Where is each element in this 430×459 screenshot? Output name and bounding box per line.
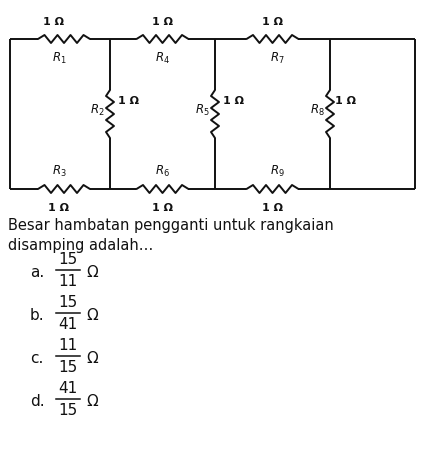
Text: 15: 15 <box>58 359 77 374</box>
Text: $R_6$: $R_6$ <box>155 163 169 179</box>
Text: 15: 15 <box>58 252 77 266</box>
Text: $R_9$: $R_9$ <box>270 163 284 179</box>
Text: 1 Ω: 1 Ω <box>261 202 283 213</box>
Text: $R_7$: $R_7$ <box>270 51 284 66</box>
Text: $R_4$: $R_4$ <box>155 51 169 66</box>
Text: $R_1$: $R_1$ <box>52 51 66 66</box>
Text: 1 Ω: 1 Ω <box>43 17 64 27</box>
Text: c.: c. <box>30 351 43 366</box>
Text: 11: 11 <box>58 337 77 352</box>
Text: $R_8$: $R_8$ <box>310 102 324 118</box>
Text: Ω: Ω <box>86 394 98 409</box>
Text: 15: 15 <box>58 294 77 309</box>
Text: 1 Ω: 1 Ω <box>261 17 283 27</box>
Text: 1 Ω: 1 Ω <box>49 202 69 213</box>
Text: 1 Ω: 1 Ω <box>152 202 172 213</box>
Text: 1 Ω: 1 Ω <box>152 17 172 27</box>
Text: Ω: Ω <box>86 265 98 280</box>
Text: Besar hambatan pengganti untuk rangkaian: Besar hambatan pengganti untuk rangkaian <box>8 218 333 233</box>
Text: d.: d. <box>30 394 45 409</box>
Text: 41: 41 <box>58 380 77 395</box>
Text: $R_2$: $R_2$ <box>90 102 105 118</box>
Text: Ω: Ω <box>86 351 98 366</box>
Text: 15: 15 <box>58 402 77 417</box>
Text: $R_5$: $R_5$ <box>195 102 209 118</box>
Text: a.: a. <box>30 265 44 280</box>
Text: 1 Ω: 1 Ω <box>118 96 139 106</box>
Text: 11: 11 <box>58 274 77 288</box>
Text: b.: b. <box>30 308 45 323</box>
Text: 1 Ω: 1 Ω <box>222 96 243 106</box>
Text: 41: 41 <box>58 316 77 331</box>
Text: $R_3$: $R_3$ <box>52 163 66 179</box>
Text: Ω: Ω <box>86 308 98 323</box>
Text: disamping adalah…: disamping adalah… <box>8 237 153 252</box>
Text: 1 Ω: 1 Ω <box>334 96 355 106</box>
